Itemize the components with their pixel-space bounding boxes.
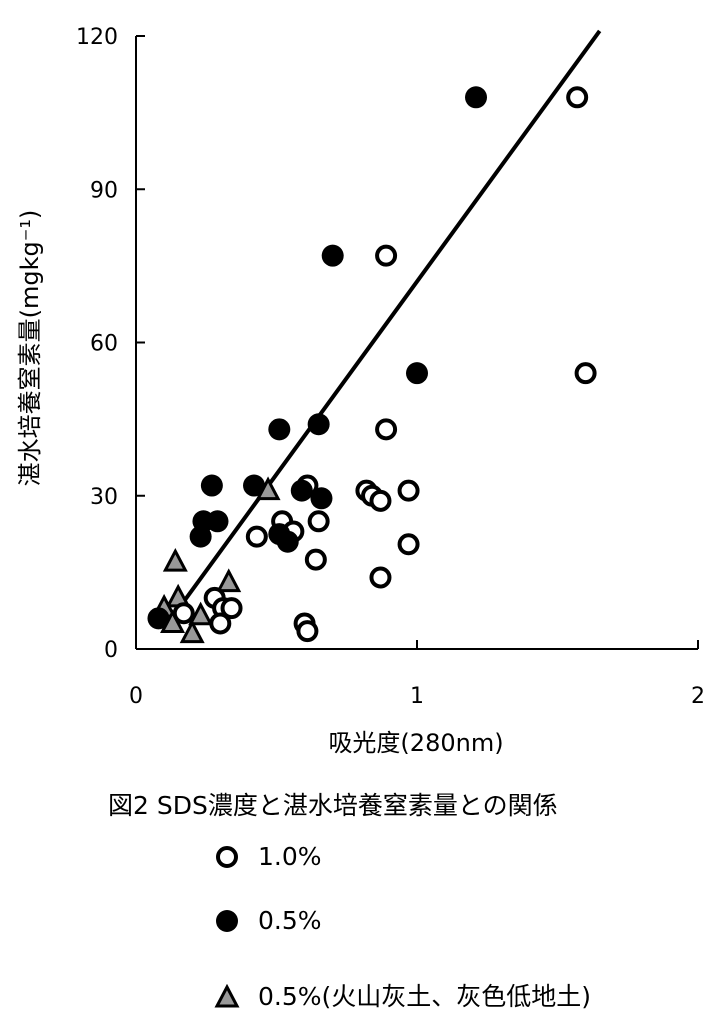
data-point-open-circle [296,620,319,643]
data-point-filled-circle [321,244,344,267]
data-point-filled-circle [147,607,170,630]
data-point-filled-circle [310,487,333,510]
x-axis-title: 吸光度(280nm) [328,729,503,757]
data-point-open-circle [397,533,420,556]
y-tick-label: 30 [90,485,118,510]
figure-caption: 図2 SDS濃度と湛水培養窒素量との関係 [108,791,558,820]
x-tick-label: 0 [129,684,143,709]
data-point-open-circle [220,597,243,620]
data-point-filled-circle [200,474,223,497]
data-point-filled-circle [243,474,266,497]
y-axis-title: 湛水培養窒素量(mgkg⁻¹) [16,210,44,487]
data-point-filled-circle [189,525,212,548]
scatter-chart: 0 30 60 90 120 0 1 2 吸光度(280nm) 湛水培養窒素量(mgkg⁻¹) [16,25,705,757]
y-tick-label: 60 [90,332,118,357]
data-point-open-circle [245,525,268,548]
data-point-triangle [179,619,205,644]
triangle-icon [214,984,240,1008]
data-point-filled-circle [406,362,428,385]
data-point-filled-circle [290,479,313,502]
legend-label: 0.5%(火山灰土、灰色低地土) [258,982,592,1011]
chart-axes [135,35,699,650]
data-point-filled-circle [276,530,299,553]
x-tick-label: 2 [691,684,705,709]
data-point-open-circle [574,362,597,385]
y-tick-label: 120 [76,25,118,50]
x-tick-label: 1 [410,684,424,709]
data-point-triangle [162,547,188,572]
filled-circle-icon [216,910,238,932]
data-point-open-circle [397,479,420,502]
data-point-open-circle [375,244,398,267]
data-point-filled-circle [206,510,229,533]
data-point-open-circle [304,548,327,571]
open-circle-icon [216,846,238,868]
legend-label: 1.0% [258,842,322,871]
data-points [147,86,597,644]
data-point-triangle [188,601,214,626]
legend-label: 0.5% [258,906,322,935]
trendline [162,29,602,630]
y-tick-label: 90 [90,178,118,203]
data-point-open-circle [369,489,392,512]
data-point-open-circle [209,612,232,635]
data-point-filled-circle [307,413,330,436]
y-tick-label: 0 [104,638,118,663]
data-point-open-circle [369,566,392,589]
data-point-open-circle [375,418,398,441]
data-point-triangle [216,568,242,593]
data-point-open-circle [172,602,195,625]
data-point-open-circle [566,86,589,109]
tick-labels: 0 30 60 90 120 0 1 2 [76,25,705,709]
data-point-filled-circle [465,86,488,109]
trendline-group [162,29,602,630]
data-point-filled-circle [268,418,291,441]
data-point-open-circle [307,510,330,533]
